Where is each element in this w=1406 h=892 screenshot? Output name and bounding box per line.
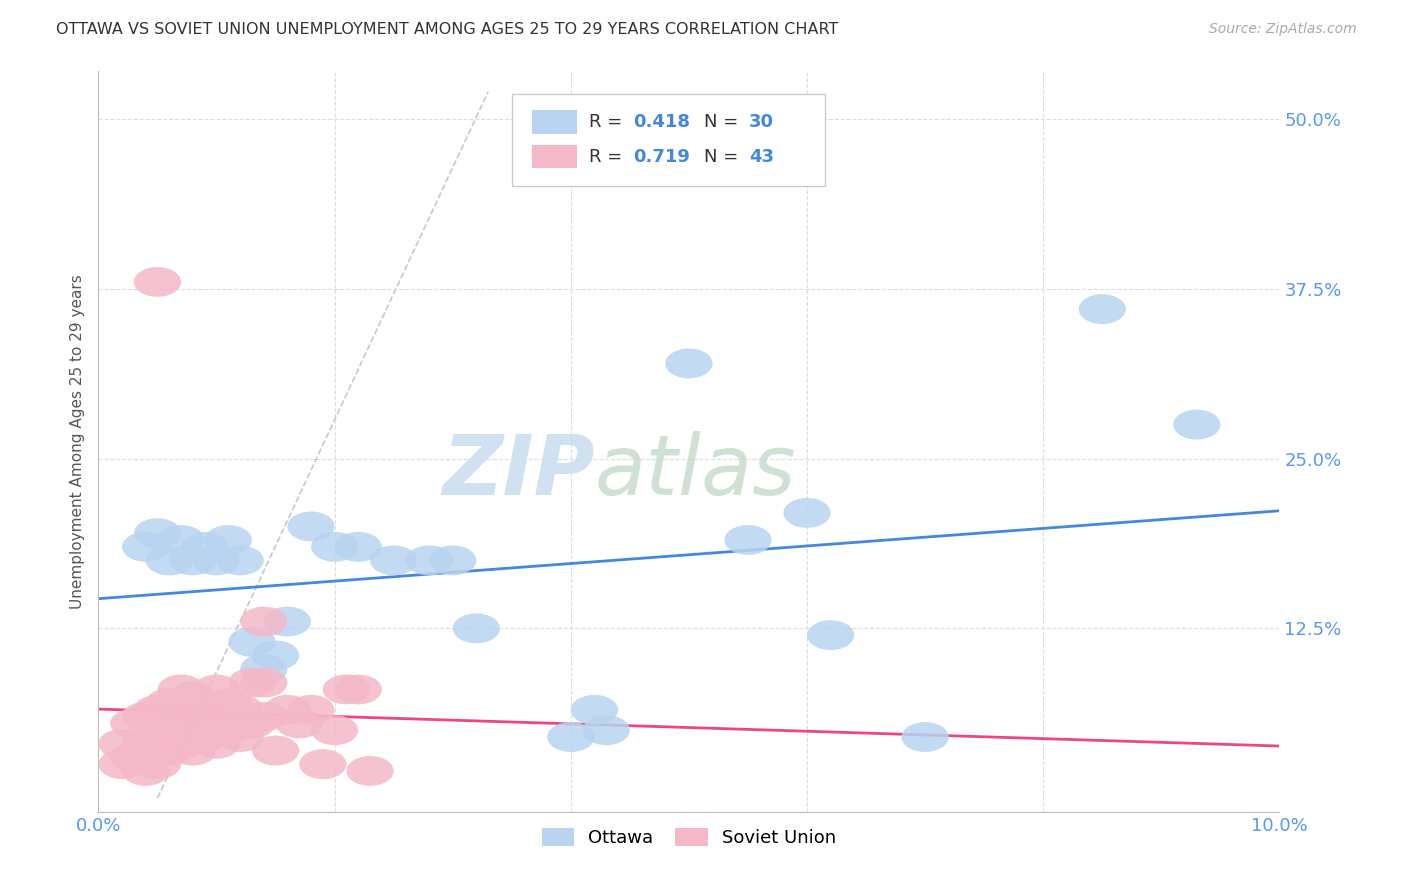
Text: 0.719: 0.719	[634, 147, 690, 166]
Ellipse shape	[134, 267, 181, 297]
Ellipse shape	[217, 695, 264, 725]
Ellipse shape	[287, 695, 335, 725]
Ellipse shape	[181, 722, 228, 752]
Ellipse shape	[335, 532, 382, 562]
Ellipse shape	[205, 715, 252, 745]
Ellipse shape	[181, 695, 228, 725]
Ellipse shape	[571, 695, 619, 725]
Ellipse shape	[240, 607, 287, 637]
Ellipse shape	[157, 702, 205, 731]
Ellipse shape	[122, 756, 169, 786]
Ellipse shape	[181, 532, 228, 562]
Ellipse shape	[193, 702, 240, 731]
Text: 30: 30	[749, 112, 775, 131]
Ellipse shape	[146, 546, 193, 575]
Ellipse shape	[98, 749, 146, 779]
Ellipse shape	[1173, 409, 1220, 440]
Ellipse shape	[453, 614, 501, 643]
Ellipse shape	[335, 674, 382, 705]
Ellipse shape	[193, 546, 240, 575]
Ellipse shape	[405, 546, 453, 575]
Ellipse shape	[287, 511, 335, 541]
Ellipse shape	[146, 708, 193, 739]
Ellipse shape	[264, 607, 311, 637]
Text: 0.418: 0.418	[634, 112, 690, 131]
Ellipse shape	[724, 525, 772, 555]
Ellipse shape	[217, 546, 264, 575]
Ellipse shape	[122, 532, 169, 562]
Bar	[531, 145, 576, 169]
Ellipse shape	[110, 708, 157, 739]
Ellipse shape	[252, 640, 299, 671]
Ellipse shape	[157, 674, 205, 705]
Ellipse shape	[240, 654, 287, 684]
Ellipse shape	[193, 729, 240, 759]
Ellipse shape	[1078, 294, 1126, 324]
Ellipse shape	[146, 688, 193, 718]
Ellipse shape	[134, 695, 181, 725]
Text: OTTAWA VS SOVIET UNION UNEMPLOYMENT AMONG AGES 25 TO 29 YEARS CORRELATION CHART: OTTAWA VS SOVIET UNION UNEMPLOYMENT AMON…	[56, 22, 838, 37]
Ellipse shape	[169, 708, 217, 739]
Ellipse shape	[323, 674, 370, 705]
Ellipse shape	[157, 729, 205, 759]
Ellipse shape	[205, 525, 252, 555]
Ellipse shape	[582, 715, 630, 745]
Text: R =: R =	[589, 147, 627, 166]
Ellipse shape	[370, 546, 418, 575]
Ellipse shape	[228, 708, 276, 739]
Bar	[531, 110, 576, 134]
Ellipse shape	[122, 729, 169, 759]
Ellipse shape	[122, 702, 169, 731]
Ellipse shape	[169, 736, 217, 765]
Ellipse shape	[252, 736, 299, 765]
Ellipse shape	[311, 715, 359, 745]
Ellipse shape	[110, 742, 157, 772]
Ellipse shape	[134, 749, 181, 779]
Text: atlas: atlas	[595, 431, 796, 512]
Ellipse shape	[157, 525, 205, 555]
Ellipse shape	[240, 668, 287, 698]
Ellipse shape	[901, 722, 949, 752]
Ellipse shape	[134, 722, 181, 752]
Ellipse shape	[240, 702, 287, 731]
Ellipse shape	[299, 749, 346, 779]
Ellipse shape	[228, 627, 276, 657]
Ellipse shape	[146, 736, 193, 765]
Ellipse shape	[169, 546, 217, 575]
Ellipse shape	[276, 708, 323, 739]
FancyBboxPatch shape	[512, 94, 825, 186]
Text: ZIP: ZIP	[441, 431, 595, 512]
Ellipse shape	[169, 681, 217, 711]
Ellipse shape	[134, 518, 181, 549]
Ellipse shape	[783, 498, 831, 528]
Ellipse shape	[311, 532, 359, 562]
Text: R =: R =	[589, 112, 627, 131]
Ellipse shape	[217, 722, 264, 752]
Ellipse shape	[547, 722, 595, 752]
Ellipse shape	[193, 674, 240, 705]
Ellipse shape	[429, 546, 477, 575]
Text: Source: ZipAtlas.com: Source: ZipAtlas.com	[1209, 22, 1357, 37]
Ellipse shape	[205, 688, 252, 718]
Ellipse shape	[346, 756, 394, 786]
Ellipse shape	[228, 668, 276, 698]
Ellipse shape	[98, 729, 146, 759]
Y-axis label: Unemployment Among Ages 25 to 29 years: Unemployment Among Ages 25 to 29 years	[69, 274, 84, 609]
Text: N =: N =	[704, 147, 744, 166]
Ellipse shape	[264, 695, 311, 725]
Text: 43: 43	[749, 147, 775, 166]
Ellipse shape	[807, 620, 855, 650]
Legend: Ottawa, Soviet Union: Ottawa, Soviet Union	[534, 821, 844, 855]
Text: N =: N =	[704, 112, 744, 131]
Ellipse shape	[665, 349, 713, 378]
